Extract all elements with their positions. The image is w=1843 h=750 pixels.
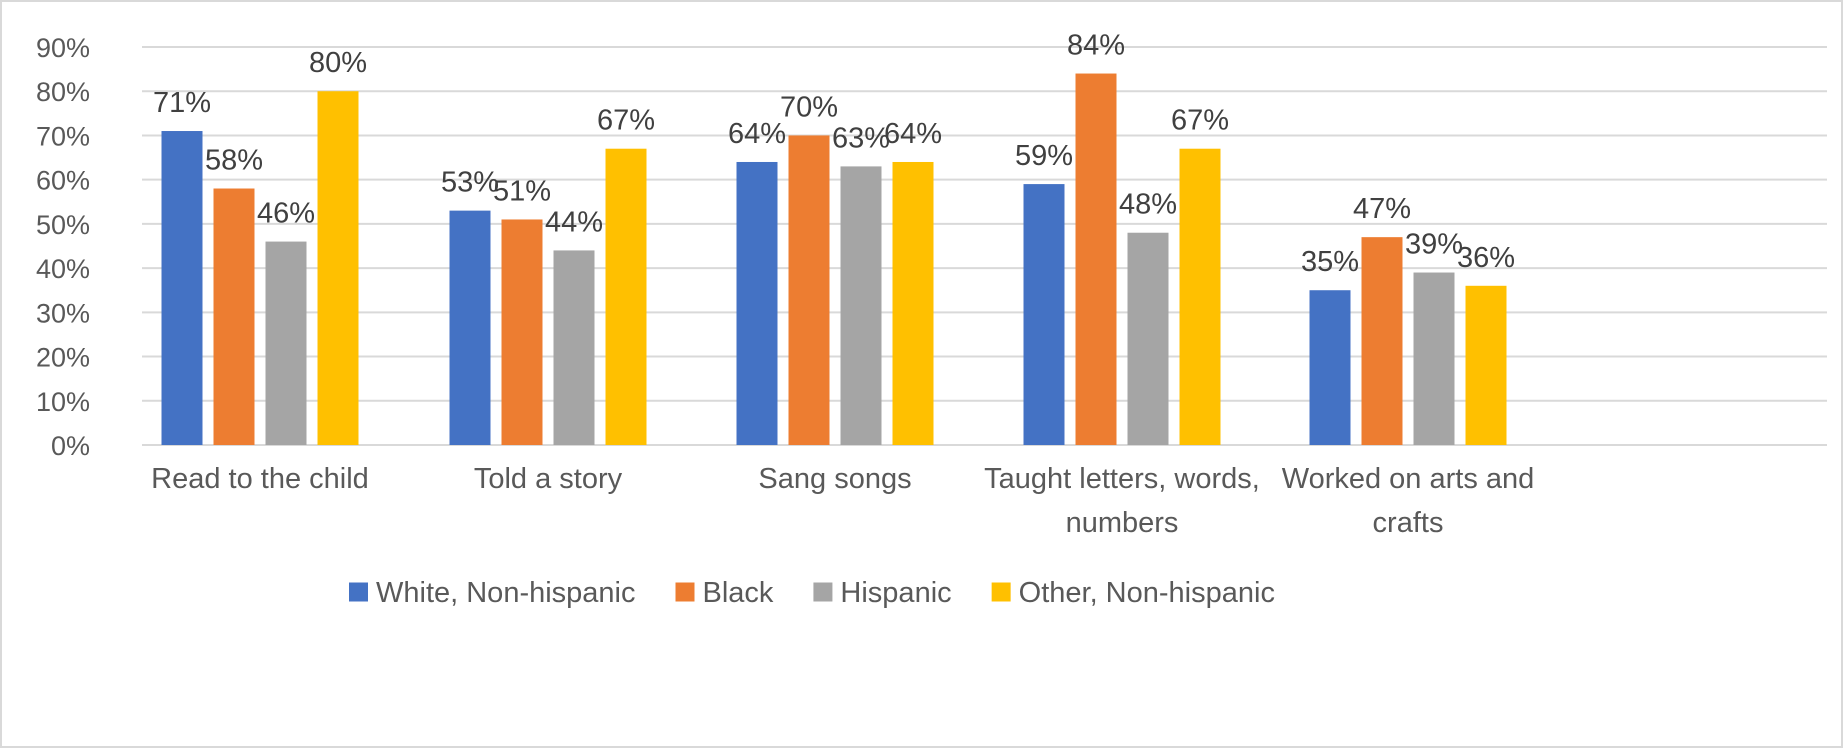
y-tick-label: 50% [36,210,90,240]
category-label-line: Read to the child [151,463,369,495]
bar [1309,290,1351,445]
data-label: 63% [832,122,890,154]
bar [736,161,778,445]
bar [1075,73,1117,446]
category-label-line: crafts [1373,507,1444,539]
data-label: 48% [1119,189,1177,221]
y-tick-label: 60% [36,166,90,196]
legend-item: Hispanic [813,577,952,609]
legend-item: White, Non-hispanic [349,577,636,609]
data-label: 84% [1067,30,1125,62]
legend-swatch [991,582,1011,602]
bar [317,91,359,445]
data-label: 80% [309,47,367,79]
legend-item: Other, Non-hispanic [991,577,1275,609]
y-tick-label: 90% [36,33,90,63]
category-label-line: numbers [1066,507,1179,539]
y-tick-label: 0% [51,431,90,461]
data-label: 70% [780,91,838,123]
data-label: 58% [205,145,263,177]
bar [161,131,203,445]
legend-item: Black [675,577,774,609]
y-tick-label: 10% [36,387,90,417]
legend-label: Other, Non-hispanic [1019,577,1275,609]
bar [265,241,307,445]
y-tick-label: 70% [36,121,90,151]
bar [892,161,934,445]
category-label-line: Taught letters, words, [984,463,1260,495]
data-label: 39% [1405,229,1463,261]
data-label: 64% [728,118,786,150]
category-label-line: Sang songs [758,463,911,495]
bar [840,166,882,445]
legend-label: Black [703,577,774,609]
category-label: Worked on arts and crafts [1282,463,1535,539]
category-label: Taught letters, words, numbers [984,463,1260,539]
y-tick-label: 30% [36,298,90,328]
bar [1179,148,1221,445]
data-label: 36% [1457,242,1515,274]
bar [788,135,830,445]
bar [1361,237,1403,445]
category-label: Told a story [474,463,623,495]
x-axis-category-labels: Read to the child Told a story Sang songs T… [151,463,1534,539]
category-label-line: Worked on arts and [1282,463,1535,495]
legend: White, Non-hispanic Black Hispanic Other, N… [349,577,1275,609]
legend-swatch [675,582,695,602]
legend-swatch [349,582,368,602]
bar [553,250,595,445]
category-label-line: Told a story [474,463,623,495]
legend-label: White, Non-hispanic [376,577,636,609]
gridlines [142,46,1827,446]
category-label: Sang songs [758,463,911,495]
data-label: 67% [1171,105,1229,137]
bar [1023,184,1065,446]
data-label: 44% [545,206,603,238]
y-tick-label: 20% [36,343,90,373]
bar [449,210,491,445]
bar [501,219,543,445]
data-label: 46% [257,198,315,230]
data-label: 64% [884,118,942,150]
data-label: 35% [1301,246,1359,278]
data-label: 59% [1015,140,1073,172]
data-label: 51% [493,175,551,207]
y-tick-label: 80% [36,77,90,107]
y-tick-label: 40% [36,254,90,284]
legend-swatch [813,582,833,602]
bar [1127,232,1169,445]
bar [605,148,647,445]
data-label: 67% [597,105,655,137]
data-label: 53% [441,167,499,199]
bar [1413,272,1455,445]
legend-label: Hispanic [840,577,951,609]
y-axis-tick-labels: 0% 10% 20% 30% 40% 50% 60% 70% 80% 90% [36,33,90,461]
data-label: 47% [1353,193,1411,225]
bars [161,73,1507,446]
data-label: 71% [153,87,211,119]
bar [213,188,255,445]
category-label: Read to the child [151,463,369,495]
bar [1465,285,1507,445]
data-labels: 71%58%46%80%53%51%44%67% 64%70%63%64%59%8… [153,30,1515,279]
